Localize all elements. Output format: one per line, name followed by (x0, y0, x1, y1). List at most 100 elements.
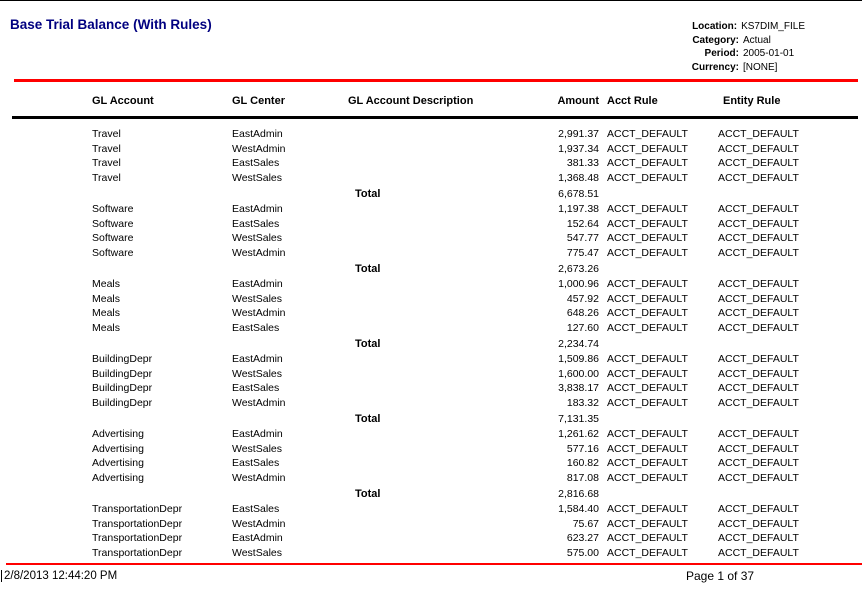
gl-center-cell: WestSales (232, 232, 282, 244)
total-amount-cell: 2,816.68 (558, 488, 599, 500)
entity-rule-cell: ACCT_DEFAULT (718, 246, 799, 259)
table-row: TransportationDepr WestSales 575.00 ACCT_DE… (0, 547, 862, 562)
amount-cell: 160.82 (566, 457, 599, 469)
acct-rule-cell: ACCT_DEFAULT (607, 307, 688, 319)
table-body: Travel EastAdmin 2,991.37 ACCT_DEFAULT ACCT_… (0, 128, 862, 561)
acct-rule-cell: ACCT_DEFAULT (607, 382, 688, 394)
meta-currency: Currency: [NONE] (692, 61, 805, 75)
amount-cell: 3,838.17 (558, 382, 599, 394)
gl-account-cell: TransportationDepr (92, 532, 183, 544)
meta-location: Location: KS7DIM_FILE (692, 20, 805, 34)
report-meta: Location: KS7DIM_FILE Category: Actual P… (692, 20, 805, 74)
meta-category-value: Actual (743, 34, 771, 46)
gl-center-cell: EastSales (232, 457, 280, 469)
amount-cell: 1,368.48 (558, 171, 599, 184)
table-row: Software EastAdmin 1,197.38 ACCT_DEFAULT ACC… (0, 203, 862, 218)
acct-rule-cell: ACCT_DEFAULT (607, 278, 688, 290)
gl-account-cell: Software (92, 246, 134, 259)
meta-period: Period: 2005-01-01 (692, 47, 805, 61)
entity-rule-cell: ACCT_DEFAULT (718, 396, 799, 409)
entity-rule-cell: ACCT_DEFAULT (718, 353, 799, 365)
header-black-rule (12, 116, 858, 119)
column-header-gl-account-description: GL Account Description (348, 95, 474, 107)
gl-account-cell: TransportationDepr (92, 546, 183, 559)
acct-rule-cell: ACCT_DEFAULT (607, 203, 688, 215)
gl-account-cell: Travel (92, 128, 121, 140)
amount-cell: 1,600.00 (558, 367, 599, 380)
amount-cell: 75.67 (572, 517, 599, 530)
acct-rule-cell: ACCT_DEFAULT (607, 171, 688, 184)
amount-cell: 1,000.96 (558, 278, 599, 290)
gl-center-cell: EastSales (232, 503, 280, 515)
gl-center-cell: WestAdmin (232, 471, 286, 484)
table-row: Meals EastSales 127.60 ACCT_DEFAULT ACCT_DEF… (0, 322, 862, 337)
gl-center-cell: EastAdmin (232, 128, 283, 140)
gl-account-cell: Meals (92, 321, 121, 334)
table-row: Advertising WestSales 577.16 ACCT_DEFAULT AC… (0, 443, 862, 458)
table-header-row: GL Account GL Center GL Account Descript… (0, 95, 862, 109)
acct-rule-cell: ACCT_DEFAULT (607, 517, 688, 530)
gl-account-cell: Advertising (92, 428, 144, 440)
gl-center-cell: EastAdmin (232, 428, 283, 440)
meta-location-value: KS7DIM_FILE (741, 21, 805, 32)
total-label: Total (355, 188, 381, 200)
gl-account-cell: Software (92, 203, 134, 215)
gl-account-cell: Travel (92, 171, 121, 184)
table-row: TransportationDepr EastAdmin 623.27 ACCT_DE… (0, 532, 862, 547)
gl-center-cell: WestSales (232, 292, 282, 305)
table-row: BuildingDepr WestSales 1,600.00 ACCT_DEFAUL… (0, 368, 862, 383)
gl-center-cell: EastAdmin (232, 353, 283, 365)
table-row: Advertising EastSales 160.82 ACCT_DEFAULT AC… (0, 457, 862, 472)
gl-account-cell: Meals (92, 292, 121, 305)
column-header-acct-rule: Acct Rule (607, 95, 658, 107)
gl-account-cell: BuildingDepr (92, 382, 153, 394)
entity-rule-cell: ACCT_DEFAULT (718, 471, 799, 484)
table-row: Travel WestSales 1,368.48 ACCT_DEFAULT ACCT_… (0, 172, 862, 187)
amount-cell: 2,991.37 (558, 128, 599, 140)
entity-rule-cell: ACCT_DEFAULT (718, 157, 799, 169)
gl-account-cell: TransportationDepr (92, 503, 183, 515)
amount-cell: 1,509.86 (558, 353, 599, 365)
table-row: Advertising EastAdmin 1,261.62 ACCT_DEFAULT… (0, 428, 862, 443)
meta-period-label: Period: (704, 48, 739, 59)
table-row: Travel WestAdmin 1,937.34 ACCT_DEFAULT ACCT_… (0, 143, 862, 158)
column-header-amount: Amount (557, 95, 599, 107)
amount-cell: 623.27 (566, 532, 599, 544)
entity-rule-cell: ACCT_DEFAULT (718, 142, 799, 155)
gl-center-cell: WestSales (232, 171, 282, 184)
page-title: Base Trial Balance (With Rules) (10, 17, 212, 32)
footer-timestamp: 2/8/2013 12:44:20 PM (1, 570, 117, 582)
amount-cell: 817.08 (566, 471, 599, 484)
total-row: Total 2,673.26 (0, 261, 862, 278)
gl-center-cell: EastAdmin (232, 532, 283, 544)
amount-cell: 577.16 (566, 442, 599, 455)
table-row: Software WestSales 547.77 ACCT_DEFAULT ACCT_… (0, 232, 862, 247)
acct-rule-cell: ACCT_DEFAULT (607, 471, 688, 484)
gl-account-cell: TransportationDepr (92, 517, 183, 530)
acct-rule-cell: ACCT_DEFAULT (607, 232, 688, 244)
gl-account-cell: Advertising (92, 471, 144, 484)
table-row: Travel EastAdmin 2,991.37 ACCT_DEFAULT ACCT_… (0, 128, 862, 143)
table-row: BuildingDepr WestAdmin 183.32 ACCT_DEFAULT A… (0, 397, 862, 412)
amount-cell: 457.92 (566, 292, 599, 305)
total-row: Total 2,816.68 (0, 486, 862, 503)
amount-cell: 575.00 (566, 546, 599, 559)
entity-rule-cell: ACCT_DEFAULT (718, 232, 799, 244)
gl-account-cell: Software (92, 217, 134, 230)
gl-center-cell: WestAdmin (232, 396, 286, 409)
entity-rule-cell: ACCT_DEFAULT (718, 517, 799, 530)
amount-cell: 1,197.38 (558, 203, 599, 215)
top-red-rule (14, 79, 858, 82)
gl-account-cell: Meals (92, 307, 121, 319)
entity-rule-cell: ACCT_DEFAULT (718, 503, 799, 515)
table-row: Software EastSales 152.64 ACCT_DEFAULT ACCT_… (0, 218, 862, 233)
acct-rule-cell: ACCT_DEFAULT (607, 321, 688, 334)
total-label: Total (355, 488, 381, 500)
gl-center-cell: WestSales (232, 546, 282, 559)
entity-rule-cell: ACCT_DEFAULT (718, 307, 799, 319)
gl-center-cell: WestAdmin (232, 142, 286, 155)
amount-cell: 1,261.62 (558, 428, 599, 440)
acct-rule-cell: ACCT_DEFAULT (607, 353, 688, 365)
gl-center-cell: EastSales (232, 157, 280, 169)
gl-center-cell: EastAdmin (232, 203, 283, 215)
